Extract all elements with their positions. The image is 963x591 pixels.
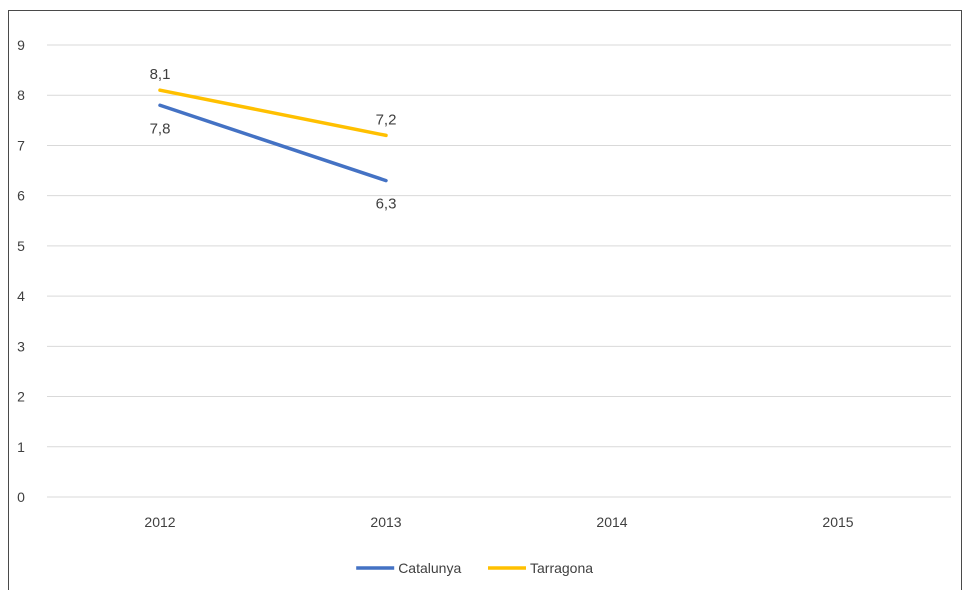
y-tick-label: 5 [17, 238, 25, 254]
series-line-tarragona [158, 88, 388, 138]
x-tick-label: 2014 [596, 514, 627, 530]
x-tick-label: 2015 [822, 514, 853, 530]
data-label: 6,3 [376, 196, 397, 213]
y-tick-label: 0 [17, 489, 25, 505]
series-line-catalunya [158, 103, 388, 183]
y-tick-label: 8 [17, 87, 25, 103]
legend-label: Catalunya [398, 560, 461, 576]
data-label: 7,8 [150, 120, 171, 137]
chart-frame [8, 10, 962, 590]
y-tick-label: 2 [17, 389, 25, 405]
data-label: 7,2 [376, 111, 397, 128]
legend-label: Tarragona [530, 560, 593, 576]
y-tick-label: 1 [17, 439, 25, 455]
y-tick-label: 4 [17, 288, 25, 304]
y-tick-label: 7 [17, 137, 25, 153]
x-tick-label: 2012 [144, 514, 175, 530]
data-label: 8,1 [150, 66, 171, 83]
y-tick-label: 6 [17, 188, 25, 204]
y-tick-label: 9 [17, 37, 25, 53]
y-tick-label: 3 [17, 338, 25, 354]
x-tick-label: 2013 [370, 514, 401, 530]
